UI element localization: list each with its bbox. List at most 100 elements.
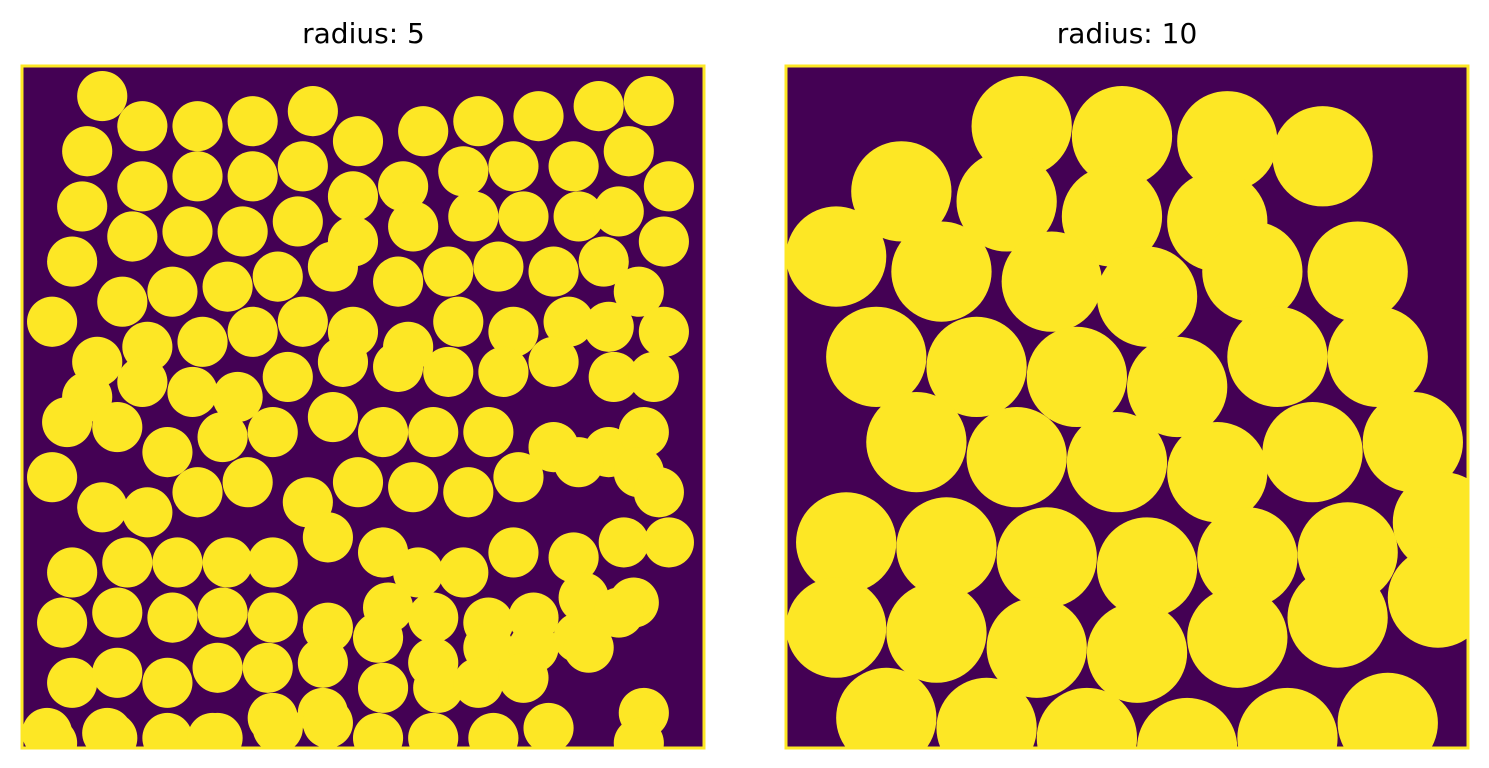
disk xyxy=(468,712,519,748)
disk xyxy=(408,712,459,748)
disk xyxy=(327,171,379,222)
disk xyxy=(1327,306,1428,407)
disk xyxy=(1026,326,1127,428)
disk xyxy=(493,452,544,503)
disk xyxy=(152,537,203,588)
disk xyxy=(142,712,193,748)
disk xyxy=(433,296,484,347)
disk xyxy=(638,306,689,357)
disk xyxy=(1362,391,1463,493)
disk xyxy=(242,642,293,693)
disk xyxy=(488,306,539,357)
disk xyxy=(227,306,278,357)
disk xyxy=(593,186,644,237)
disk xyxy=(393,547,444,598)
disk xyxy=(97,276,148,327)
disk xyxy=(1096,246,1198,347)
disk xyxy=(448,191,499,242)
disk xyxy=(1307,221,1408,322)
disk xyxy=(252,702,303,748)
disk xyxy=(1202,221,1303,322)
disk xyxy=(42,396,93,448)
disk xyxy=(202,537,253,588)
disk xyxy=(408,407,459,458)
disk xyxy=(936,677,1037,748)
disk xyxy=(1001,231,1102,332)
disk xyxy=(77,71,128,122)
disk xyxy=(866,391,967,493)
disk xyxy=(1127,336,1228,438)
image-frame xyxy=(784,64,1470,750)
disk-image xyxy=(20,64,706,750)
disk xyxy=(57,181,108,232)
disk xyxy=(398,106,449,157)
disk xyxy=(302,512,353,563)
disk xyxy=(388,201,439,252)
disk xyxy=(453,96,504,147)
disk xyxy=(836,667,937,748)
disk xyxy=(498,652,549,703)
disk xyxy=(92,587,143,638)
disk xyxy=(332,457,384,508)
disk xyxy=(117,161,168,212)
disk xyxy=(578,236,629,287)
disk xyxy=(373,256,424,307)
disk xyxy=(528,336,579,387)
image-frame xyxy=(20,64,706,750)
disk xyxy=(488,141,539,192)
disk xyxy=(851,141,952,242)
disk xyxy=(543,296,594,347)
disk xyxy=(1287,567,1388,668)
disk xyxy=(37,597,88,648)
disk xyxy=(966,407,1067,508)
disk xyxy=(357,662,409,713)
disk xyxy=(177,316,228,367)
disk xyxy=(423,246,474,297)
disk xyxy=(618,407,669,458)
disk xyxy=(643,161,694,212)
disk xyxy=(498,191,549,242)
panel-title: radius: 10 xyxy=(1056,17,1198,50)
disk xyxy=(453,657,504,708)
disk xyxy=(297,637,348,688)
disk xyxy=(202,261,253,312)
disk xyxy=(373,341,424,392)
disk xyxy=(588,351,639,402)
disk xyxy=(62,126,113,177)
disk xyxy=(1096,517,1198,618)
disk xyxy=(317,336,369,387)
disk xyxy=(528,246,579,297)
disk xyxy=(142,427,193,478)
disk xyxy=(272,196,323,247)
disk xyxy=(92,401,143,453)
disk xyxy=(598,517,649,568)
disk xyxy=(388,462,439,513)
panel-radius-10: radius: 10 xyxy=(784,0,1470,750)
disk xyxy=(352,612,404,663)
disk xyxy=(786,206,887,307)
disk xyxy=(47,547,98,598)
disk-image xyxy=(784,64,1470,750)
disk xyxy=(227,96,278,147)
disk xyxy=(643,517,694,568)
disk xyxy=(1036,687,1138,748)
disk xyxy=(573,81,624,132)
disk xyxy=(1066,412,1168,513)
disk xyxy=(378,161,429,212)
disk xyxy=(593,587,644,638)
disk xyxy=(1187,587,1288,688)
disk xyxy=(1071,86,1173,187)
disk xyxy=(27,717,78,748)
disk xyxy=(262,351,313,402)
disk xyxy=(1272,106,1373,207)
disk xyxy=(1137,697,1238,748)
disk xyxy=(217,206,268,257)
disk xyxy=(1167,422,1268,523)
disk xyxy=(826,306,927,407)
disk xyxy=(47,236,98,287)
disk xyxy=(307,391,358,443)
disk xyxy=(147,266,198,317)
disk xyxy=(107,211,158,262)
disk xyxy=(956,151,1057,252)
disk xyxy=(478,346,529,397)
